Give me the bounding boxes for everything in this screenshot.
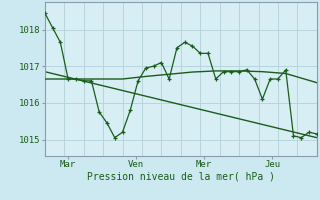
X-axis label: Pression niveau de la mer( hPa ): Pression niveau de la mer( hPa ) [87, 172, 275, 182]
